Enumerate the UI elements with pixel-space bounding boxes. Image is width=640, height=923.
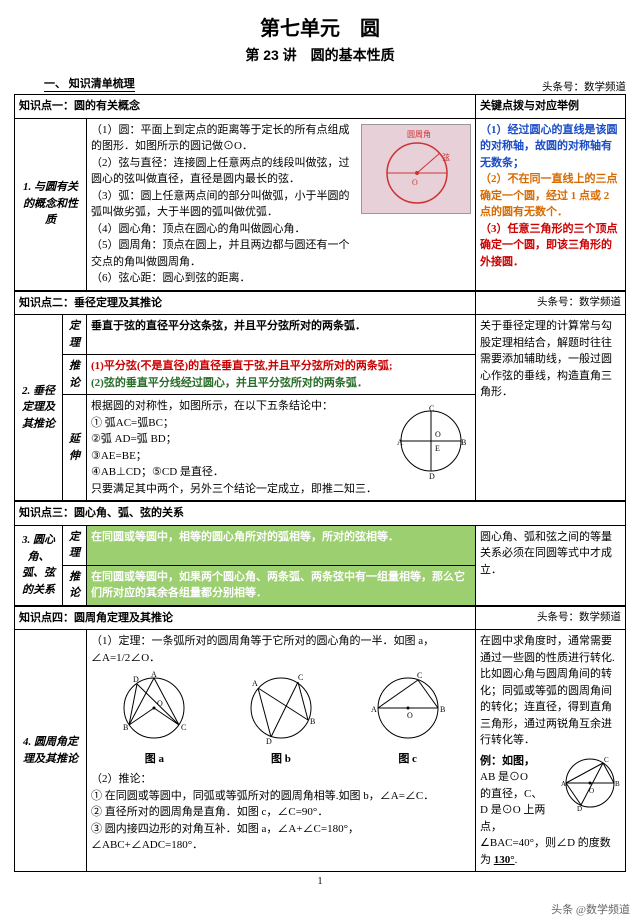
fig-a-label: 图 a	[109, 751, 199, 768]
fig-c-label: 图 c	[363, 751, 453, 768]
kp4-body: （1）定理：一条弧所对的圆周角等于它所对的圆心角的一半．如图 a，∠A=1/2∠…	[87, 630, 476, 872]
kp2-ext-cell: 根据圆的对称性，如图所示，在以下五条结论中： ① 弧AC=弧BC； ②弧 AD=…	[87, 395, 476, 501]
kp4-ex-label: 例：如图，	[480, 753, 557, 770]
svg-text:C: C	[417, 671, 422, 680]
kp1-key-blue: （1）经过圆心的直线是该圆的对称轴，故圆的对称轴有无数条；	[480, 122, 621, 172]
kp4-def: （1）定理：一条弧所对的圆周角等于它所对的圆心角的一半．如图 a，∠A=1/2∠…	[91, 633, 471, 666]
svg-text:C: C	[604, 756, 609, 764]
svg-text:O: O	[412, 178, 418, 187]
section-intro: 一、 知识清单梳理	[44, 75, 135, 92]
kp2-heading: 知识点二：垂径定理及其推论	[15, 291, 476, 315]
svg-text:B: B	[440, 705, 445, 714]
channel-label-3: 头条号：数学频道	[476, 606, 626, 630]
kp2-ext-body: 根据圆的对称性，如图所示，在以下五条结论中： ① 弧AC=弧BC； ②弧 AD=…	[91, 398, 387, 497]
svg-text:B: B	[615, 780, 620, 788]
fig-b-label: 图 b	[236, 751, 326, 768]
kp4-ex-l2: 的直径，C、	[480, 786, 557, 803]
svg-text:B: B	[123, 723, 128, 732]
svg-text:圆周角: 圆周角	[407, 129, 431, 139]
kp3-corollary-text: 在同圆或等圆中，如果两个圆心角、两条弧、两条弦中有一组量相等，那么它们所对应的其…	[87, 565, 476, 605]
kp2-right-text: 关于垂径定理的计算常与勾股定理相结合，解题时往往需要添加辅助线，一般过圆心作弦的…	[480, 320, 612, 398]
svg-text:C: C	[181, 723, 186, 732]
svg-text:C: C	[429, 404, 434, 413]
svg-text:D: D	[266, 737, 272, 745]
kp4-inf3: ③ 圆内接四边形的对角互补．如图 a，∠A+∠C=180°，∠ABC+∠ADC=…	[91, 821, 471, 854]
page-number: 1	[14, 876, 626, 887]
svg-text:O: O	[407, 711, 413, 720]
kp2-cor1: (1)平分弦(不是直径)的直径垂直于弦,并且平分弦所对的两条弧;	[91, 358, 471, 375]
kp1-key-orange: （2）不在同一直线上的三点确定一个圆，经过 1 点或 2 点的圆有无数个．	[480, 171, 621, 221]
kp1-body-text: （1）圆：平面上到定点的距离等于定长的所有点组成 的图形．如图所示的圆记做⊙O．…	[91, 122, 357, 287]
unit-title: 第七单元 圆	[14, 12, 626, 41]
kp3-table: 知识点三：圆心角、弧、弦的关系 3. 圆心角、弧、弦的关系 定理 在同圆或等圆中…	[14, 501, 626, 606]
kp1-heading: 知识点一：圆的有关概念	[15, 95, 476, 119]
kp4-inf2: ② 直径所对的圆周角是直角．如图 c，∠C=90°．	[91, 804, 471, 821]
svg-text:A: A	[151, 670, 157, 679]
kp2-table: 知识点二：垂径定理及其推论 头条号：数学频道 2. 垂径定理及其推论 定理 垂直…	[14, 291, 626, 502]
svg-text:A: A	[561, 780, 566, 788]
kp4-inf-label: （2）推论：	[91, 771, 471, 788]
kp3-theorem-text: 在同圆或等圆中，相等的圆心角所对的弧相等，所对的弦相等．	[87, 525, 476, 565]
kp2-rowlabel: 2. 垂径定理及其推论	[15, 315, 63, 501]
kp4-right: 在圆中求角度时，通常需要通过一些圆的性质进行转化.比如圆心角与圆周角间的转化；同…	[476, 630, 626, 872]
kp4-heading: 知识点四：圆周角定理及其推论	[15, 606, 476, 630]
channel-label: 头条号：数学频道	[542, 79, 626, 94]
kp4-right-top: 在圆中求角度时，通常需要通过一些圆的性质进行转化.比如圆心角与圆周角间的转化；同…	[480, 633, 621, 749]
kp4-rowlabel: 4. 圆周角定理及其推论	[15, 630, 87, 872]
svg-text:B: B	[310, 717, 315, 726]
svg-text:A: A	[371, 705, 377, 714]
kp3-theorem-label: 定理	[63, 525, 87, 565]
kp1-body: （1）圆：平面上到定点的距离等于定长的所有点组成 的图形．如图所示的圆记做⊙O．…	[87, 118, 476, 290]
kp4-ex-l1: AB 是⊙O	[480, 769, 557, 786]
kp2-corollary-label: 推论	[63, 355, 87, 395]
kp4-answer: 130°	[494, 854, 515, 866]
kp2-theorem-label: 定理	[63, 315, 87, 355]
kp1-key-red: （3）任意三角形的三个顶点确定一个圆，即该三角形的外接圆．	[480, 221, 621, 271]
circle-chord-diagram: O A B C D E	[391, 401, 471, 481]
svg-text:弦: 弦	[442, 152, 450, 162]
kp1-rowlabel: 1. 与圆有关的概念和性质	[15, 118, 87, 290]
kp2-right: 关于垂径定理的计算常与勾股定理相结合，解题时往往需要添加辅助线，一般过圆心作弦的…	[476, 315, 626, 501]
svg-text:D: D	[429, 472, 435, 481]
footer-channel: 头条 @数学频道	[0, 895, 640, 923]
svg-text:A: A	[252, 679, 258, 688]
example-diagram: A B C D O	[559, 753, 621, 811]
kp4-ex-l3: D 是⊙O 上两点，	[480, 802, 557, 835]
svg-text:O: O	[589, 787, 594, 795]
svg-text:O: O	[157, 699, 163, 708]
kp1-table: 知识点一：圆的有关概念 关键点拨与对应举例 1. 与圆有关的概念和性质 （1）圆…	[14, 94, 626, 291]
svg-text:D: D	[133, 675, 139, 684]
kp3-heading: 知识点三：圆心角、弧、弦的关系	[15, 502, 626, 526]
svg-text:C: C	[298, 673, 303, 682]
svg-text:A: A	[397, 438, 403, 447]
kp2-corollary: (1)平分弦(不是直径)的直径垂直于弦,并且平分弦所对的两条弧; (2)弦的垂直…	[87, 355, 476, 395]
channel-label-2: 头条号：数学频道	[476, 291, 626, 315]
kp2-cor2: (2)弦的垂直平分线经过圆心，并且平分弦所对的两条弧．	[91, 375, 471, 392]
kp4-inf1: ① 在同圆或等圆中，同弧或等弧所对的圆周角相等.如图 b，∠A=∠C．	[91, 788, 471, 805]
lesson-title: 第 23 讲 圆的基本性质	[14, 45, 626, 65]
svg-text:B: B	[461, 438, 466, 447]
circle-photo-diagram: 圆周角弦 O	[361, 124, 471, 214]
kp3-rowlabel: 3. 圆心角、弧、弦的关系	[15, 525, 63, 605]
kp3-right: 圆心角、弧和弦之间的等量关系必须在同圆等式中才成立．	[476, 525, 626, 605]
kp2-ext-label: 延伸	[63, 395, 87, 501]
kp1-keypoints: （1）经过圆心的直线是该圆的对称轴，故圆的对称轴有无数条； （2）不在同一直线上…	[476, 118, 626, 290]
kp2-theorem-text: 垂直于弦的直径平分这条弦，并且平分弦所对的两条弧．	[87, 315, 476, 355]
circle-diagram-c: A B C O	[363, 670, 453, 745]
circle-diagram-a: A D O B C	[109, 670, 199, 745]
svg-text:O: O	[435, 430, 441, 439]
circle-diagram-b: A C B D	[236, 670, 326, 745]
kp4-table: 知识点四：圆周角定理及其推论 头条号：数学频道 4. 圆周角定理及其推论 （1）…	[14, 606, 626, 873]
svg-text:E: E	[435, 444, 440, 453]
svg-text:D: D	[577, 805, 582, 811]
kp3-corollary-label: 推论	[63, 565, 87, 605]
kp1-right-heading: 关键点拨与对应举例	[476, 95, 626, 119]
